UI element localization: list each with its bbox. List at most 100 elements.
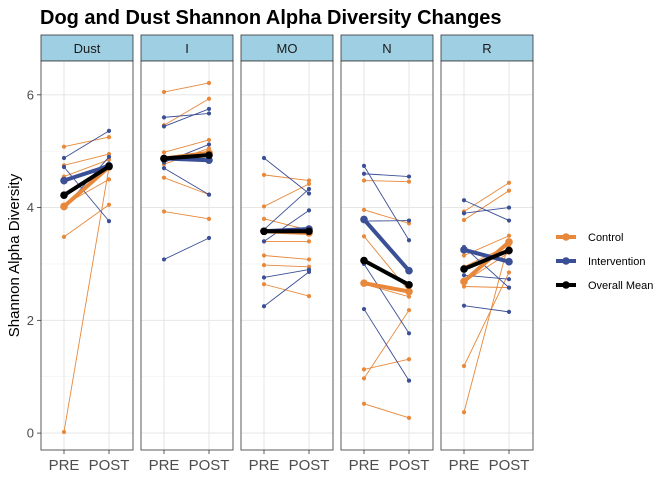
individual-segment [163, 98, 210, 126]
individual-segment [263, 264, 310, 268]
individual-point-pre [261, 304, 267, 309]
mean-line-overall-mean [260, 227, 313, 236]
individual-point-post [306, 269, 312, 274]
mean-segment [163, 153, 210, 161]
individual-point-pre [461, 211, 467, 216]
individual-point-post [306, 186, 312, 192]
individual-point-pre [161, 124, 167, 129]
individual-point-post [106, 135, 112, 140]
x-tick-label: POST [489, 457, 530, 474]
facet-strip-label: R [482, 41, 491, 56]
individual-segment [63, 153, 110, 166]
individual-line-intervention [361, 163, 412, 243]
mean-segment [463, 248, 510, 271]
individual-point-pre [61, 164, 67, 170]
facet-strip [140, 34, 234, 62]
mean-point-post [405, 266, 413, 275]
y-tick-label: 4 [27, 200, 34, 215]
facet-panel-border [240, 60, 334, 451]
individual-segment [463, 305, 510, 313]
individual-point-pre [261, 253, 267, 258]
facet-strip-label: N [382, 41, 391, 56]
y-tick-label: 6 [27, 87, 34, 102]
individual-segment [363, 220, 410, 222]
individual-segment [163, 112, 210, 118]
facet-n: N PRE POST [340, 34, 434, 474]
individual-point-pre [461, 198, 467, 203]
mean-point-pre [260, 227, 268, 236]
individual-point-pre [361, 376, 367, 381]
individual-point-post [206, 80, 212, 86]
individual-line-control [461, 188, 512, 223]
individual-point-pre [61, 234, 67, 239]
individual-segment [63, 159, 110, 177]
individual-point-post [206, 137, 212, 143]
individual-point-post [506, 270, 512, 275]
individual-point-post [306, 208, 312, 213]
individual-point-pre [361, 401, 367, 406]
individual-point-post [406, 308, 412, 313]
individual-point-pre [361, 207, 367, 212]
mean-point-pre [460, 246, 468, 254]
individual-point-pre [161, 257, 167, 262]
mean-segment [362, 218, 411, 273]
individual-segment [363, 403, 410, 419]
mean-point-post [405, 287, 413, 296]
individual-segment [163, 177, 210, 196]
individual-point-pre [261, 262, 267, 268]
individual-segment [263, 271, 310, 307]
individual-segment [463, 207, 510, 214]
mean-point-post [405, 281, 413, 289]
legend-label: Intervention [588, 256, 645, 268]
individual-point-post [306, 293, 312, 299]
individual-line-control [461, 270, 512, 369]
individual-point-post [406, 357, 412, 362]
facet-panel-border [440, 60, 534, 451]
individual-segment [263, 188, 310, 230]
individual-point-post [506, 233, 512, 238]
mean-point-post [105, 162, 113, 171]
facet-strip [40, 34, 134, 62]
individual-point-post [106, 154, 112, 159]
mean-point-pre [60, 191, 68, 199]
individual-line-control [261, 253, 312, 262]
individual-point-pre [261, 282, 267, 287]
mean-line-overall-mean [360, 256, 413, 289]
x-tick-label: POST [89, 457, 130, 474]
individual-segment [363, 165, 410, 241]
mean-line-overall-mean [160, 151, 213, 163]
mean-line-overall-mean [60, 162, 113, 199]
individual-point-pre [261, 239, 267, 244]
individual-point-pre [361, 171, 367, 176]
individual-point-post [306, 191, 312, 196]
mean-point-post [505, 246, 513, 255]
individual-point-post [106, 219, 112, 224]
individual-point-pre [461, 284, 467, 289]
individual-line-control [61, 135, 112, 149]
individual-point-post [106, 202, 112, 207]
mean-point-pre [60, 202, 68, 211]
legend-label: Overall Mean [588, 280, 653, 292]
individual-line-intervention [261, 269, 312, 309]
facet-i: I PRE POST [140, 34, 234, 474]
individual-line-intervention [461, 303, 512, 314]
individual-point-post [206, 111, 212, 116]
mean-line-overall-mean [460, 246, 513, 273]
individual-point-post [506, 218, 512, 223]
individual-point-pre [61, 144, 67, 149]
facet-panel-bg [41, 61, 133, 450]
individual-line-intervention [161, 111, 212, 120]
mean-point-post [205, 151, 213, 159]
individual-point-post [506, 309, 512, 314]
individual-line-intervention [161, 106, 212, 129]
individual-point-pre [361, 178, 367, 183]
facet-strip [340, 34, 434, 62]
individual-point-post [406, 294, 412, 299]
individual-point-post [306, 239, 312, 244]
individual-segment [163, 139, 210, 153]
legend-item-intervention: Intervention [556, 256, 645, 268]
individual-point-post [406, 415, 412, 420]
y-tick-label: 2 [27, 313, 34, 328]
individual-point-pre [261, 216, 267, 221]
